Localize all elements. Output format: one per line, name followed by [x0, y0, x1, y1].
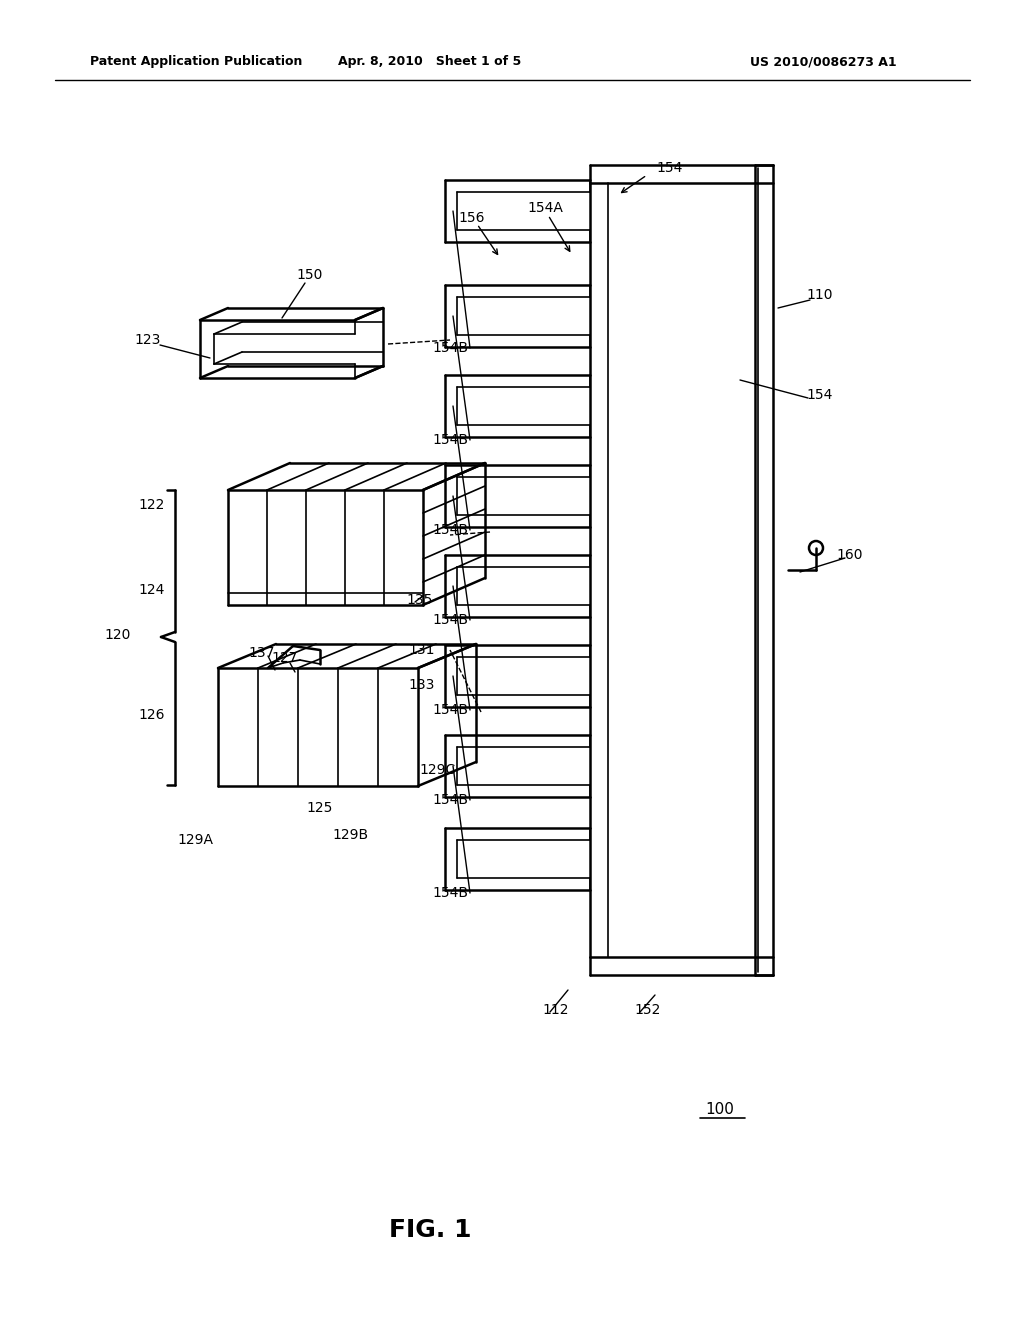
Text: Apr. 8, 2010   Sheet 1 of 5: Apr. 8, 2010 Sheet 1 of 5: [338, 55, 521, 69]
Text: Patent Application Publication: Patent Application Publication: [90, 55, 302, 69]
Text: FIG. 1: FIG. 1: [389, 1218, 471, 1242]
Text: 154A: 154A: [527, 201, 563, 215]
Text: 160: 160: [837, 548, 863, 562]
Text: 127: 127: [271, 651, 298, 665]
Text: 131: 131: [409, 643, 435, 657]
Text: 154B: 154B: [432, 704, 468, 717]
Text: 152: 152: [635, 1003, 662, 1016]
Text: 154B: 154B: [432, 341, 468, 355]
Text: 154B: 154B: [432, 793, 468, 807]
Text: 126: 126: [138, 708, 165, 722]
Text: 129A: 129A: [177, 833, 213, 847]
Text: 133: 133: [409, 678, 435, 692]
Text: US 2010/0086273 A1: US 2010/0086273 A1: [750, 55, 897, 69]
Text: 135: 135: [407, 593, 433, 607]
Text: 120: 120: [104, 628, 131, 642]
Text: 154B: 154B: [432, 612, 468, 627]
Text: 112: 112: [543, 1003, 569, 1016]
Text: 154B: 154B: [432, 433, 468, 447]
Text: 122: 122: [139, 498, 165, 512]
Text: 156: 156: [459, 211, 485, 224]
Text: 110: 110: [807, 288, 834, 302]
Text: 100: 100: [706, 1102, 734, 1118]
Text: 123: 123: [135, 333, 161, 347]
Text: 129B: 129B: [332, 828, 368, 842]
Text: 125: 125: [307, 801, 333, 814]
Text: 137: 137: [249, 645, 275, 660]
Text: 154: 154: [656, 161, 683, 176]
Text: 124: 124: [139, 583, 165, 597]
Text: 154B: 154B: [432, 886, 468, 900]
Text: 129C: 129C: [420, 763, 456, 777]
Text: 154B: 154B: [432, 523, 468, 537]
Text: 154: 154: [807, 388, 834, 403]
Text: 150: 150: [297, 268, 324, 282]
